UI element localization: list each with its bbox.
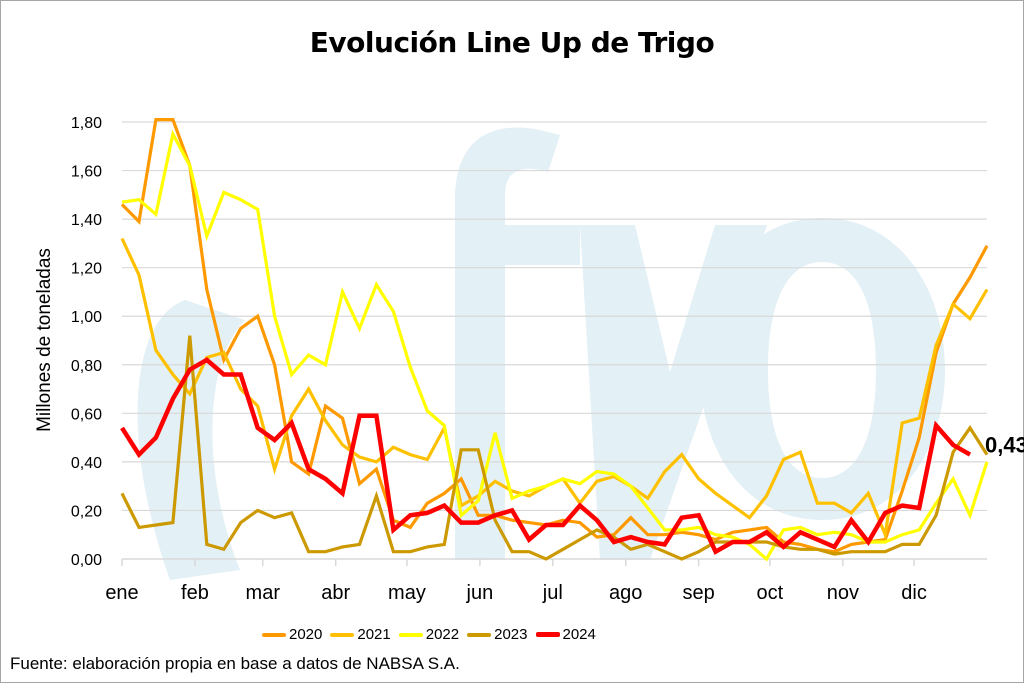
legend-swatch <box>467 632 492 637</box>
legend: 2020 2021 2022 2023 2024 <box>262 626 604 643</box>
x-tick-label-nov: nov <box>827 582 859 604</box>
series-line-2020 <box>120 117 989 554</box>
y-tick-label: 0,40 <box>71 455 102 472</box>
legend-label: 2023 <box>494 626 528 643</box>
series-line-2023 <box>120 335 989 561</box>
annotations: 0,43 <box>985 433 1024 458</box>
x-tick-label-ago: ago <box>609 582 642 604</box>
legend-label: 2024 <box>562 626 596 643</box>
x-tick-label-dic: dic <box>901 582 927 604</box>
legend-swatch <box>535 632 560 637</box>
legend-swatch <box>330 632 355 637</box>
series-line-2024 <box>120 357 972 555</box>
y-tick-label: 1,00 <box>71 309 102 326</box>
y-tick-label: 0,60 <box>71 406 102 423</box>
x-axis: ene feb mar abr may jun jul ago sep oct nov dic <box>105 558 987 604</box>
data-label-last-2024: 0,43 <box>985 433 1024 458</box>
series-lines <box>120 117 989 562</box>
legend-swatch <box>398 632 423 637</box>
y-tick-label: 0,80 <box>71 358 102 375</box>
x-tick-label-jun: jun <box>466 582 494 604</box>
legend-label: 2021 <box>357 626 391 643</box>
chart-title: Evolución Line Up de Trigo <box>309 26 715 59</box>
legend-item-2024: 2024 <box>535 626 596 643</box>
x-tick-label-may: may <box>388 582 426 604</box>
legend-item-2021: 2021 <box>330 626 391 643</box>
y-tick-label: 0,00 <box>71 552 102 569</box>
x-tick-label-sep: sep <box>683 582 715 604</box>
x-tick-label-abr: abr <box>321 582 350 604</box>
legend-swatch <box>262 632 286 637</box>
gridlines <box>122 121 987 512</box>
y-tick-label: 1,40 <box>71 212 102 229</box>
y-tick-label: 1,20 <box>71 261 102 278</box>
legend-item-2022: 2022 <box>398 626 460 643</box>
y-tick-label: 1,80 <box>71 115 102 132</box>
x-tick-label-oct: oct <box>757 582 784 604</box>
legend-item-2023: 2023 <box>467 626 528 643</box>
source-note: Fuente: elaboración propia en base a dat… <box>10 654 460 673</box>
x-tick-label-mar: mar <box>246 582 281 604</box>
watermark-o <box>700 218 945 520</box>
legend-label: 2022 <box>425 626 460 643</box>
y-tick-label: 0,20 <box>71 503 102 520</box>
y-axis-label: Millones de toneladas <box>34 248 55 432</box>
x-tick-label-ene: ene <box>105 582 138 604</box>
watermark-f <box>455 127 580 560</box>
x-tick-label-feb: feb <box>181 582 209 604</box>
y-tick-label: 1,60 <box>71 164 102 181</box>
legend-item-2020: 2020 <box>262 626 322 643</box>
y-axis-ticks: 0,00 0,20 0,40 0,60 0,80 1,00 1,20 1,40 1,60 1,80 <box>71 115 102 569</box>
x-tick-label-jul: jul <box>542 582 563 604</box>
legend-label: 2020 <box>289 626 323 643</box>
